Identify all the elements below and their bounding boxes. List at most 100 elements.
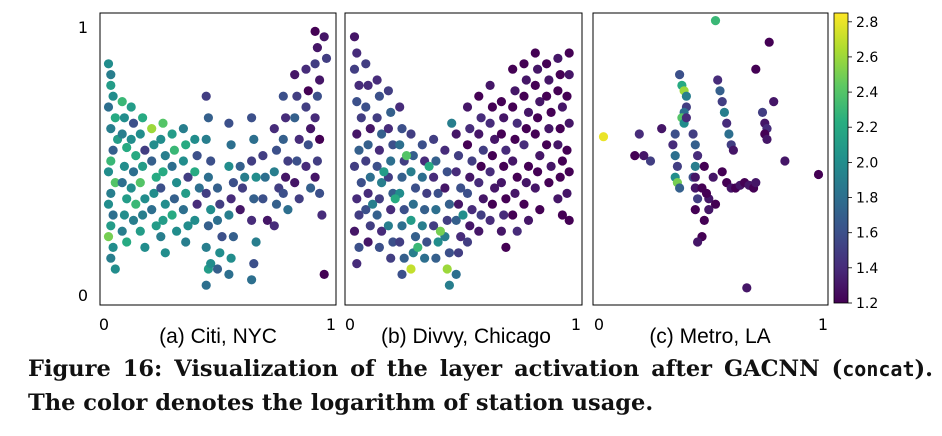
scatter-point <box>269 124 279 134</box>
scatter-point <box>535 205 545 215</box>
scatter-point <box>377 129 387 139</box>
scatter-point <box>499 161 509 171</box>
scatter-point <box>312 91 322 101</box>
scatter-point <box>410 183 421 193</box>
scatter-point <box>262 215 272 225</box>
scatter-point <box>160 151 170 161</box>
scatter-point <box>354 210 364 220</box>
scatter-point <box>465 124 475 134</box>
scatter-point <box>433 188 443 198</box>
scatter-point <box>417 221 427 231</box>
scatter-point <box>634 129 644 139</box>
scatter-point <box>512 118 522 128</box>
scatter-point <box>476 210 486 220</box>
scatter-point <box>303 86 313 96</box>
colorbar-tick-label: 2.0 <box>856 155 878 171</box>
scatter-point <box>462 188 473 198</box>
scatter-point <box>106 221 116 231</box>
scatter-point <box>119 161 129 171</box>
scatter-point <box>206 259 216 269</box>
scatter-point <box>490 183 500 193</box>
scatter-point <box>117 97 127 107</box>
scatter-point <box>722 118 732 128</box>
scatter-point <box>406 167 416 177</box>
scatter-point <box>363 188 373 198</box>
scatter-point <box>106 188 116 198</box>
scatter-point <box>690 140 700 150</box>
scatter-point <box>377 226 387 236</box>
scatter-point <box>374 145 384 155</box>
scatter-point <box>417 140 427 150</box>
scatter-point <box>512 172 522 182</box>
scatter-point <box>269 221 279 231</box>
scatter-point <box>399 253 409 263</box>
scatter-point <box>361 102 371 112</box>
scatter-point <box>379 167 389 177</box>
panel-a-ytick-bottom: 0 <box>78 286 88 305</box>
scatter-point <box>399 205 409 215</box>
scatter-point <box>762 134 772 144</box>
scatter-point <box>368 199 378 209</box>
scatter-point <box>717 97 727 107</box>
scatter-point <box>476 161 486 171</box>
scatter-point <box>395 102 405 112</box>
scatter-point <box>535 97 545 107</box>
scatter-point <box>422 237 432 247</box>
scatter-point <box>553 140 563 150</box>
scatter-point <box>598 132 609 142</box>
scatter-point <box>151 221 161 231</box>
scatter-point <box>693 151 703 161</box>
scatter-point <box>135 226 145 236</box>
scatter-point <box>406 264 416 274</box>
scatter-point <box>562 188 572 198</box>
scatter-point <box>688 129 698 139</box>
scatter-point <box>301 64 311 74</box>
scatter-point <box>670 129 680 139</box>
scatter-point <box>167 161 177 171</box>
scatter-point <box>278 188 288 198</box>
panel-c-title: (c) Metro, LA <box>649 325 770 348</box>
scatter-point <box>226 140 236 150</box>
scatter-point <box>349 161 360 171</box>
scatter-point <box>181 188 191 198</box>
scatter-point <box>429 134 439 144</box>
scatter-point <box>462 237 473 247</box>
scatter-point <box>496 178 506 188</box>
figure-panels: 1 0 0 1 (a) Citi, NYC 0 1 (b) Divvy, Chi… <box>78 12 878 348</box>
scatter-point <box>533 64 543 74</box>
scatter-point <box>562 91 572 101</box>
scatter-point <box>183 172 193 182</box>
scatter-point <box>544 124 554 134</box>
scatter-point <box>681 91 692 101</box>
scatter-point <box>315 75 325 85</box>
scatter-point <box>140 145 150 155</box>
panel-c-points <box>598 16 824 293</box>
scatter-point <box>365 221 375 231</box>
scatter-point <box>681 113 692 123</box>
scatter-point <box>290 113 300 123</box>
scatter-point <box>523 215 534 225</box>
scatter-point <box>555 70 565 80</box>
scatter-point <box>467 156 477 166</box>
scatter-point <box>292 91 302 101</box>
scatter-point <box>764 37 774 47</box>
scatter-point <box>444 248 454 258</box>
scatter-point <box>406 215 416 225</box>
scatter-point <box>557 102 568 112</box>
scatter-point <box>383 86 393 96</box>
scatter-point <box>374 242 384 252</box>
scatter-point <box>519 140 529 150</box>
scatter-point <box>110 264 120 274</box>
scatter-point <box>564 48 574 58</box>
scatter-point <box>126 183 136 193</box>
panel-c-xtick-right: 1 <box>818 315 828 334</box>
scatter-point <box>249 259 259 269</box>
scatter-point <box>117 226 127 236</box>
colorbar-tick-label: 2.2 <box>856 120 878 136</box>
scatter-point <box>523 161 534 171</box>
scatter-point <box>147 205 157 215</box>
scatter-point <box>356 178 366 188</box>
scatter-point <box>715 86 725 96</box>
scatter-point <box>429 172 439 182</box>
scatter-point <box>226 253 236 263</box>
